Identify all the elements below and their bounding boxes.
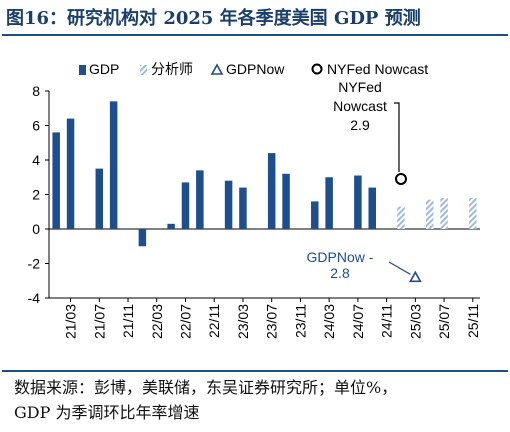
gdp-bar [138, 229, 147, 247]
gdp-bar [311, 201, 319, 229]
legend-label-gdpnow: GDPNow [226, 61, 285, 77]
analyst-forecast-bar [425, 199, 434, 229]
x-tick-label: 23/11 [292, 304, 308, 338]
y-tick-label: 8 [32, 83, 40, 99]
gdp-forecast-chart: GDP 分析师 GDPNow NYFed Nowcast -4 -2 0 2 4 6 8 21/03… [28, 61, 481, 339]
source-line-1: 数据来源：彭博，美联储，东吴证券研究所；单位%， [14, 378, 398, 397]
nyfed-leader-line [394, 102, 400, 172]
gdp-bar [109, 101, 118, 229]
x-tick-label: 24/11 [379, 304, 395, 338]
legend-label-gdp: GDP [89, 61, 119, 77]
y-tick-label: -4 [28, 290, 41, 306]
x-tick-label: 25/11 [465, 304, 481, 338]
source-line-2: GDP 为季调环比年率增速 [14, 403, 200, 422]
gdp-bar [196, 170, 204, 229]
y-tick-label: 4 [32, 152, 40, 168]
gdp-bar [181, 182, 190, 229]
analyst-forecast-bar [469, 197, 477, 229]
x-tick-label: 21/07 [91, 304, 107, 339]
gdp-bar [325, 177, 333, 229]
gdp-bar [224, 180, 233, 229]
legend-swatch-gdp [79, 65, 86, 75]
nyfed-nowcast-marker [394, 172, 407, 185]
legend-label-analyst: 分析师 [151, 61, 193, 77]
x-tick-label: 25/03 [407, 304, 423, 339]
gdp-bar [354, 175, 362, 229]
y-tick-label: 2 [32, 187, 40, 203]
gdp-bar [239, 187, 247, 229]
x-tick-label: 24/07 [350, 304, 366, 339]
legend-swatch-nyfed [311, 63, 323, 75]
x-tick-label: 23/03 [235, 304, 251, 339]
gdp-bar [52, 132, 60, 229]
nyfed-annotation-label: NYFed [338, 79, 382, 95]
chart-legend: GDP 分析师 GDPNow NYFed Nowcast [79, 61, 428, 77]
gdpnow-leader-line [388, 261, 411, 275]
title-divider [2, 34, 508, 36]
x-tick-label: 21/03 [63, 304, 79, 339]
y-tick-label: 6 [32, 118, 40, 134]
figure-title: 图16：研究机构对 2025 年各季度美国 GDP 预测 [6, 8, 421, 29]
gdpnow-marker [408, 270, 422, 283]
gdp-bar [282, 173, 290, 229]
x-tick-label: 24/03 [321, 304, 337, 339]
x-tick-label: 22/11 [206, 304, 222, 338]
x-tick-label: 23/07 [264, 304, 280, 339]
x-tick-label: 21/11 [120, 304, 136, 338]
nyfed-annotation-label: 2.9 [350, 117, 370, 133]
y-tick-label: -2 [28, 256, 41, 272]
gdp-bar [368, 187, 376, 229]
x-tick-label: 25/07 [436, 304, 452, 339]
x-tick-label: 22/03 [149, 304, 165, 339]
source-note: 数据来源：彭博，美联储，东吴证券研究所；单位%， GDP 为季调环比年率增速 [14, 375, 506, 425]
plot-area: -4 -2 0 2 4 6 8 21/03 21/07 21/11 22/03 22/07 22/11 2… [28, 79, 481, 339]
gdp-bar [167, 223, 175, 229]
x-tick-label: 22/07 [177, 304, 193, 339]
analyst-forecast-bar [397, 206, 405, 229]
y-tick-label: 0 [32, 221, 40, 237]
gdpnow-annotation-label: 2.8 [330, 265, 350, 281]
legend-swatch-analyst [140, 65, 147, 75]
legend-swatch-gdpnow [210, 63, 224, 75]
gdp-bar [66, 118, 75, 229]
legend-label-nyfed: NYFed Nowcast [327, 61, 428, 77]
gdp-bar [267, 153, 276, 229]
source-divider [2, 370, 508, 372]
nyfed-annotation-label: Nowcast [333, 98, 387, 114]
gdp-bar [95, 168, 104, 229]
gdpnow-annotation-label: GDPNow - [307, 249, 374, 265]
analyst-forecast-bar [440, 197, 448, 229]
